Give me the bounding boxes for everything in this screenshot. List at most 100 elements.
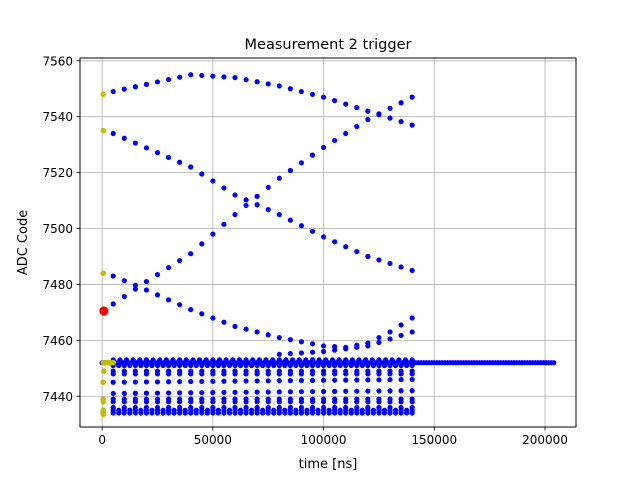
data-point	[237, 410, 244, 416]
data-point	[177, 390, 183, 396]
data-point	[309, 357, 316, 363]
data-point	[110, 390, 116, 397]
data-point	[309, 362, 316, 369]
data-point	[265, 371, 271, 377]
data-point	[132, 390, 138, 396]
data-point	[409, 267, 415, 274]
data-point	[282, 362, 288, 369]
data-point	[376, 388, 382, 394]
data-point	[316, 357, 322, 363]
data-point	[232, 362, 238, 369]
data-point	[287, 351, 293, 357]
data-point	[138, 410, 144, 416]
data-point	[221, 185, 227, 191]
plot-points	[99, 72, 557, 418]
data-point	[232, 192, 238, 198]
data-point	[381, 362, 388, 369]
data-point	[177, 302, 183, 308]
data-point	[260, 362, 266, 369]
data-point	[409, 315, 415, 321]
data-point	[398, 264, 404, 270]
data-point	[221, 378, 227, 384]
data-point	[387, 329, 393, 335]
data-point	[254, 371, 260, 377]
data-point	[196, 357, 203, 363]
data-point	[320, 362, 327, 369]
data-point	[365, 343, 371, 349]
data-point	[315, 410, 321, 416]
data-point	[110, 130, 116, 137]
data-point	[398, 100, 404, 106]
data-point	[348, 362, 354, 369]
data-point	[392, 362, 399, 369]
data-point	[154, 79, 161, 85]
data-point	[177, 379, 183, 385]
data-point	[276, 378, 282, 384]
data-point	[210, 410, 216, 416]
data-point	[210, 362, 216, 369]
data-point	[243, 202, 249, 209]
data-point	[265, 332, 271, 338]
data-point	[254, 193, 260, 199]
data-point	[254, 79, 260, 85]
data-point	[199, 241, 205, 247]
data-point	[296, 357, 302, 363]
data-point	[127, 362, 133, 369]
data-point	[132, 371, 138, 377]
data-point	[343, 399, 349, 405]
y-tick-label: 7540	[42, 110, 73, 124]
data-point	[332, 371, 338, 377]
x-tick-label: 200000	[522, 433, 568, 447]
data-point	[221, 410, 227, 416]
data-point	[354, 388, 360, 394]
data-point	[348, 410, 354, 416]
data-point	[154, 150, 161, 156]
data-point	[398, 388, 404, 394]
data-point	[398, 322, 404, 328]
data-point	[232, 74, 238, 81]
data-point	[154, 272, 161, 278]
data-point	[332, 98, 338, 104]
data-point	[121, 371, 127, 377]
data-point	[354, 248, 360, 255]
data-point	[210, 231, 216, 237]
data-point	[409, 122, 415, 128]
data-point	[210, 73, 216, 79]
data-point	[177, 74, 183, 80]
data-point	[392, 410, 399, 416]
data-point	[121, 278, 127, 284]
data-point	[265, 378, 271, 384]
data-point	[329, 357, 336, 363]
data-point	[193, 410, 199, 416]
data-point	[188, 410, 194, 416]
data-point	[188, 251, 194, 257]
data-point	[232, 410, 238, 416]
data-point	[343, 371, 349, 377]
data-point	[121, 293, 127, 300]
data-point	[287, 389, 293, 395]
data-point	[365, 371, 371, 377]
data-point	[283, 357, 289, 363]
data-point	[165, 297, 172, 303]
data-point	[309, 91, 316, 97]
data-point	[110, 410, 116, 416]
data-point	[320, 94, 327, 100]
data-point	[110, 399, 116, 405]
data-point	[398, 332, 404, 339]
data-point	[370, 410, 376, 416]
data-point	[123, 357, 130, 363]
data-point	[232, 323, 238, 329]
data-point	[409, 399, 415, 405]
data-point	[237, 362, 244, 369]
data-point	[293, 362, 299, 369]
data-point	[320, 399, 327, 405]
data-point	[349, 357, 355, 363]
data-point	[165, 76, 172, 83]
data-point	[376, 362, 382, 369]
data-point	[309, 349, 316, 355]
data-point	[210, 389, 216, 396]
data-point	[370, 362, 376, 369]
data-point	[243, 357, 249, 363]
data-point	[210, 378, 216, 384]
data-point	[276, 371, 282, 377]
